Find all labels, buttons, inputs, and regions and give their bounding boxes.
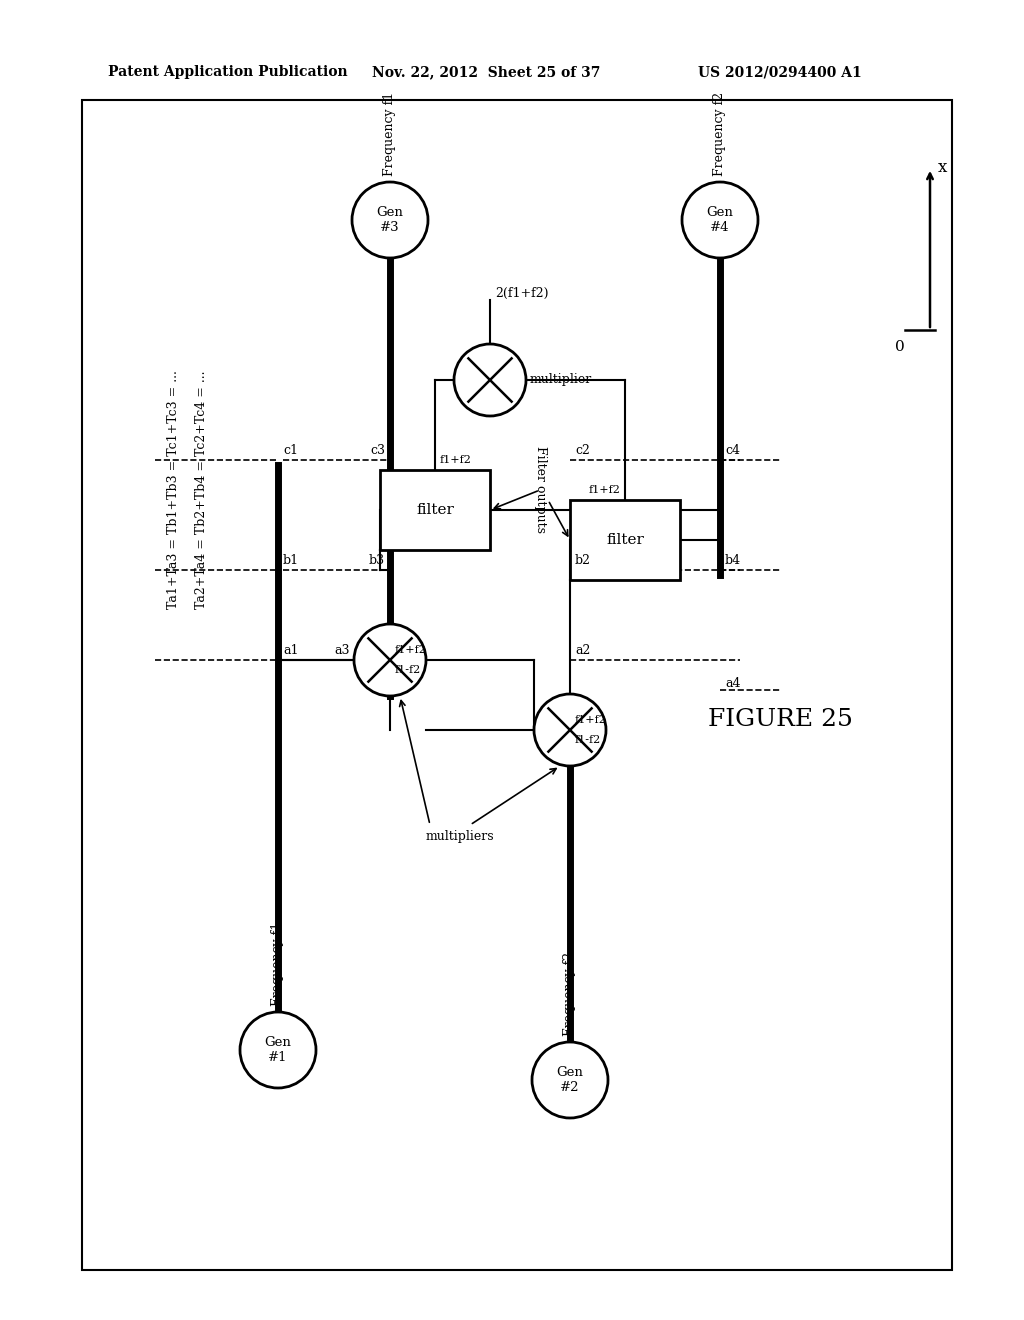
Text: f1+f2: f1+f2 [440, 455, 472, 465]
Text: a3: a3 [335, 644, 350, 657]
Text: multiplier: multiplier [530, 374, 592, 387]
Text: f1+f2: f1+f2 [395, 645, 427, 655]
Text: Frequency f2: Frequency f2 [714, 92, 726, 176]
Text: c1: c1 [283, 444, 298, 457]
Text: f1+f2: f1+f2 [575, 715, 607, 725]
Bar [570, 500, 680, 579]
Text: Gen
#3: Gen #3 [377, 206, 403, 234]
Text: c2: c2 [575, 444, 590, 457]
Text: Frequency f1: Frequency f1 [384, 92, 396, 176]
Text: a4: a4 [725, 677, 740, 690]
Text: filter: filter [606, 533, 644, 546]
Text: 0: 0 [895, 341, 905, 354]
Bar [82, 100, 952, 1270]
Circle shape [354, 624, 426, 696]
Text: US 2012/0294400 A1: US 2012/0294400 A1 [698, 65, 862, 79]
Text: b3: b3 [369, 554, 385, 568]
Text: Ta2+Ta4 = Tb2+Tb4 = Tc2+Tc4 = ...: Ta2+Ta4 = Tb2+Tb4 = Tc2+Tc4 = ... [195, 371, 208, 610]
Circle shape [532, 1041, 608, 1118]
Text: Filter outputs: Filter outputs [534, 446, 547, 533]
Circle shape [454, 345, 526, 416]
Text: f1+f2: f1+f2 [588, 484, 620, 495]
Circle shape [682, 182, 758, 257]
Text: x: x [938, 160, 947, 177]
Text: Gen
#1: Gen #1 [264, 1036, 292, 1064]
Text: c4: c4 [725, 444, 740, 457]
Text: multipliers: multipliers [426, 830, 495, 843]
Text: a2: a2 [575, 644, 591, 657]
Text: b2: b2 [575, 554, 591, 568]
Text: Patent Application Publication: Patent Application Publication [108, 65, 347, 79]
Bar [380, 470, 490, 550]
Text: filter: filter [416, 503, 454, 517]
Text: Frequency f1: Frequency f1 [271, 921, 285, 1006]
Circle shape [352, 182, 428, 257]
Text: Frequency f2: Frequency f2 [563, 952, 577, 1036]
Text: Ta1+Ta3 = Tb1+Tb3 = Tc1+Tc3 = ...: Ta1+Ta3 = Tb1+Tb3 = Tc1+Tc3 = ... [167, 371, 180, 610]
Circle shape [240, 1012, 316, 1088]
Text: Nov. 22, 2012  Sheet 25 of 37: Nov. 22, 2012 Sheet 25 of 37 [372, 65, 600, 79]
Text: b4: b4 [725, 554, 741, 568]
Text: Gen
#4: Gen #4 [707, 206, 733, 234]
Text: c3: c3 [370, 444, 385, 457]
Circle shape [534, 694, 606, 766]
Text: a1: a1 [283, 644, 299, 657]
Text: b1: b1 [283, 554, 299, 568]
Text: f1-f2: f1-f2 [575, 735, 601, 744]
Text: FIGURE 25: FIGURE 25 [708, 709, 852, 731]
Text: Gen
#2: Gen #2 [557, 1067, 584, 1094]
Text: 2(f1+f2): 2(f1+f2) [495, 286, 549, 300]
Text: f1-f2: f1-f2 [395, 665, 421, 675]
